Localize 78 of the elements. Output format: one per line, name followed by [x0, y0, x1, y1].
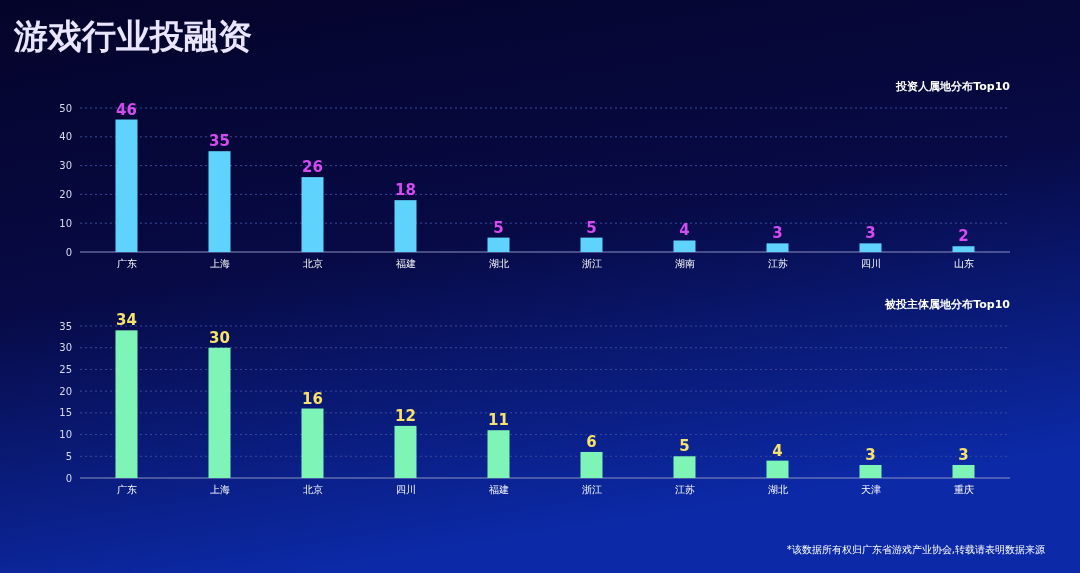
- bar: [766, 243, 789, 252]
- data-label: 4: [772, 441, 783, 460]
- x-tick-label: 广东: [116, 484, 137, 495]
- y-tick-label: 30: [59, 342, 72, 354]
- x-tick-label: 天津: [860, 484, 881, 495]
- bar: [115, 330, 138, 478]
- bar: [952, 464, 975, 478]
- bar: [208, 151, 231, 252]
- x-tick-label: 浙江: [581, 258, 602, 269]
- y-tick-label: 35: [59, 320, 72, 332]
- chart-subtitle: 投资人属地分布Top10: [895, 80, 1011, 93]
- data-label: 3: [865, 445, 876, 464]
- data-label: 18: [395, 181, 416, 200]
- y-tick-label: 0: [65, 472, 72, 484]
- data-label: 2: [958, 227, 969, 246]
- data-label: 30: [209, 328, 230, 347]
- bar: [859, 464, 882, 478]
- y-tick-label: 25: [59, 363, 72, 375]
- y-tick-label: 10: [59, 429, 72, 441]
- data-label: 5: [679, 437, 690, 456]
- x-tick-label: 浙江: [581, 484, 602, 495]
- bar: [394, 200, 417, 252]
- x-tick-label: 江苏: [674, 484, 695, 495]
- x-tick-label: 湖南: [674, 258, 695, 269]
- chart-title: 被投主体属地分布Top10: [884, 298, 1011, 311]
- x-tick-label: 福建: [488, 484, 509, 495]
- x-tick-label: 四川: [860, 258, 881, 269]
- x-tick-label: 江苏: [767, 258, 788, 269]
- y-tick-label: 10: [59, 217, 72, 229]
- x-tick-label: 北京: [302, 258, 323, 269]
- x-tick-label: 北京: [302, 484, 323, 495]
- x-tick-label: 湖北: [767, 484, 788, 495]
- x-tick-label: 湖北: [488, 258, 509, 269]
- bar: [208, 347, 231, 478]
- x-tick-label: 福建: [395, 258, 416, 269]
- x-tick-label: 上海: [209, 484, 230, 495]
- bar: [673, 456, 696, 478]
- x-tick-label: 上海: [209, 258, 230, 269]
- bar: [580, 451, 603, 478]
- y-tick-label: 15: [59, 407, 72, 419]
- data-label: 5: [493, 218, 504, 237]
- bar: [952, 246, 975, 252]
- data-label: 12: [395, 406, 416, 425]
- data-label: 11: [488, 411, 509, 430]
- chart-title: 游戏行业投融资: [13, 16, 252, 56]
- x-tick-label: 广东: [116, 258, 137, 269]
- data-label: 3: [958, 445, 969, 464]
- y-tick-label: 50: [59, 102, 72, 114]
- y-tick-label: 20: [59, 385, 72, 397]
- x-tick-label: 重庆: [953, 484, 974, 495]
- x-tick-label: 四川: [395, 484, 416, 495]
- y-tick-label: 30: [59, 160, 72, 172]
- x-tick-label: 山东: [953, 258, 974, 269]
- data-label: 26: [302, 158, 323, 177]
- data-label: 5: [586, 218, 597, 237]
- bar: [394, 425, 417, 478]
- bar: [580, 237, 603, 252]
- bar: [487, 430, 510, 478]
- text: *该数据所有权归广东省游戏产业协会,转载请表明数据来源: [786, 544, 1045, 555]
- data-label: 4: [679, 221, 690, 240]
- bar: [115, 119, 138, 252]
- data-label: 16: [302, 389, 323, 408]
- bar: [301, 408, 324, 478]
- y-tick-label: 0: [65, 246, 72, 258]
- data-label: 34: [116, 311, 137, 330]
- data-label: 6: [586, 432, 597, 451]
- bar: [766, 460, 789, 478]
- data-label: 3: [865, 224, 876, 243]
- data-label: 46: [116, 100, 137, 119]
- y-tick-label: 5: [65, 450, 72, 462]
- y-tick-label: 20: [59, 188, 72, 200]
- bar: [301, 177, 324, 252]
- y-tick-label: 40: [59, 131, 72, 143]
- bar: [487, 237, 510, 252]
- data-label: 3: [772, 224, 783, 243]
- data-label: 35: [209, 132, 230, 151]
- bar: [859, 243, 882, 252]
- bar: [673, 240, 696, 252]
